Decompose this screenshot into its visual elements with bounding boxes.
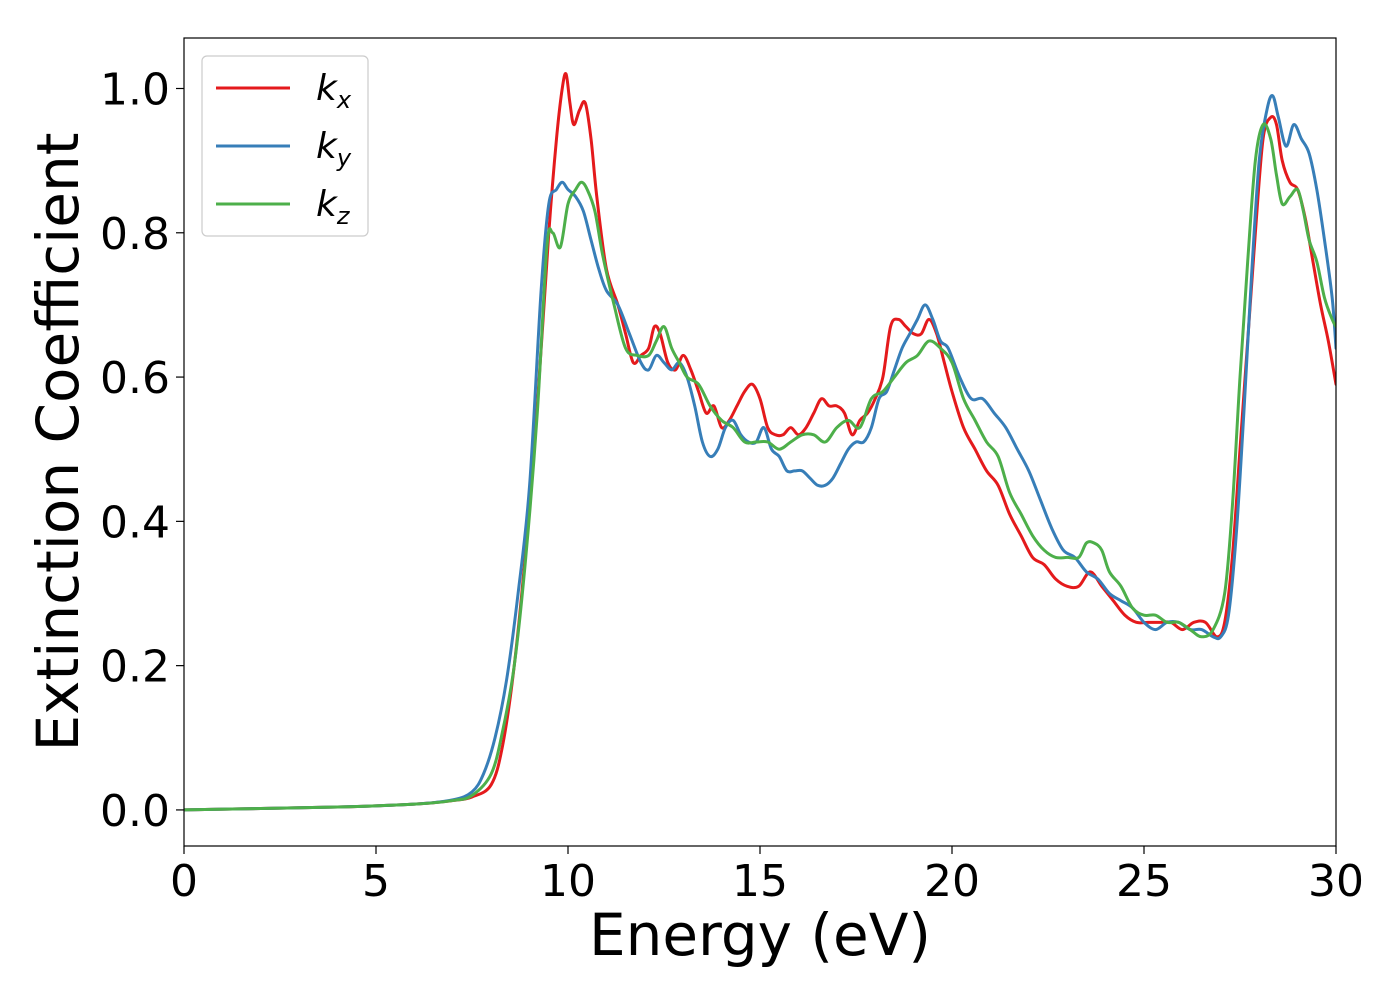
y-axis-label: Extinction Coefficient xyxy=(24,133,92,752)
y-tick-label: 0.6 xyxy=(100,353,170,404)
series-line-kz xyxy=(184,122,1336,812)
y-tick-label: 0.4 xyxy=(100,497,170,548)
y-tick-label: 0.2 xyxy=(100,642,170,693)
x-tick-label: 30 xyxy=(1308,856,1364,907)
legend-label-ky: ky xyxy=(316,126,352,172)
x-axis-label: Energy (eV) xyxy=(589,901,931,969)
legend-label-kz: kz xyxy=(316,184,351,230)
series-line-kx xyxy=(184,72,1336,812)
series-line-ky xyxy=(184,94,1336,812)
x-tick-label: 20 xyxy=(924,856,980,907)
series-layer xyxy=(184,72,1336,812)
x-tick-label: 25 xyxy=(1116,856,1172,907)
y-tick-label: 0.8 xyxy=(100,209,170,260)
legend: kx ky kz xyxy=(201,55,369,237)
x-tick-label: 10 xyxy=(540,856,596,907)
axes-layer: 0 5 10 15 20 25 30 0.0 0.2 0.4 0.6 0.8 1.0 xyxy=(100,37,1364,907)
y-tick-label: 0.0 xyxy=(100,786,170,837)
x-tick-label: 15 xyxy=(732,856,788,907)
x-tick-label: 0 xyxy=(170,856,198,907)
y-tick-label: 1.0 xyxy=(100,65,170,116)
x-tick-label: 5 xyxy=(362,856,390,907)
legend-label-kx: kx xyxy=(316,68,352,114)
